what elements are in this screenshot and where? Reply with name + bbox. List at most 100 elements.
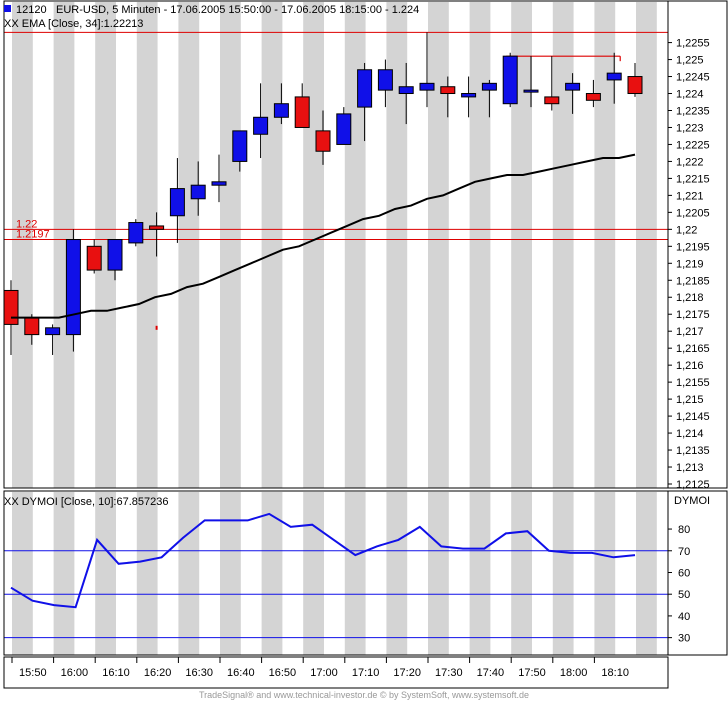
candle-body	[273, 103, 289, 118]
x-tick-label: 17:50	[518, 667, 546, 679]
chart-title: EUR-USD, 5 Minuten - 17.06.2005 15:50:00…	[56, 4, 419, 16]
dymoi-axis-frame	[667, 490, 728, 656]
x-tick-label: 18:00	[560, 667, 588, 679]
time-band	[552, 492, 574, 655]
candle-body	[315, 130, 331, 152]
time-band	[469, 2, 491, 488]
candle-body	[128, 222, 144, 244]
time-band	[303, 2, 324, 488]
y-tick-label: 1,222	[676, 156, 704, 168]
y-tick-label: 1,214	[676, 428, 704, 440]
ema-label: XX EMA [Close, 34]:1.22213	[4, 18, 143, 30]
candle-body	[585, 93, 601, 101]
candle-body	[169, 188, 185, 217]
dymoi-y-tick-label: 80	[678, 524, 690, 536]
candle-body	[565, 82, 581, 91]
dymoi-line	[10, 512, 636, 609]
x-tick-label: 18:10	[601, 667, 629, 679]
y-tick-label: 1,217	[676, 326, 704, 338]
candle-body	[357, 69, 373, 108]
time-band	[386, 2, 408, 488]
time-band	[511, 492, 532, 655]
y-tick-label: 1,2245	[676, 72, 710, 84]
candle-body	[211, 181, 227, 186]
time-band	[428, 2, 449, 488]
price-axis-frame	[667, 0, 728, 489]
time-band	[220, 492, 241, 655]
y-tick-label: 1,219	[676, 258, 704, 270]
dymoi-y-tick-label: 30	[678, 633, 690, 645]
time-band	[178, 2, 200, 488]
x-tick-label: 17:40	[477, 667, 505, 679]
y-tick-label: 1,2255	[676, 38, 710, 50]
y-tick-label: 1,215	[676, 394, 704, 406]
time-band	[178, 492, 200, 655]
candle-body	[65, 239, 81, 336]
candle-body	[107, 239, 123, 271]
y-tick-label: 1,2195	[676, 241, 710, 253]
y-tick-label: 1,223	[676, 122, 704, 134]
x-tick-label: 16:10	[102, 667, 130, 679]
time-band	[220, 2, 241, 488]
candle-body	[190, 184, 206, 200]
dymoi-axis-label: DYMOI	[674, 495, 710, 507]
y-tick-label: 1,2145	[676, 411, 710, 423]
y-tick-label: 1,2185	[676, 275, 710, 287]
time-band	[469, 492, 491, 655]
candle-body	[502, 55, 518, 105]
dymoi-y-tick-label: 50	[678, 589, 690, 601]
time-band	[53, 2, 75, 488]
time-band	[594, 492, 616, 655]
time-band	[428, 492, 449, 655]
price-panel	[3, 31, 668, 355]
candle-body	[86, 245, 102, 271]
labels: 1.221.2197 1,2255 1,225 1,2245 1,224 1,2235 1,…	[4, 4, 710, 700]
time-band	[136, 492, 158, 655]
time-band	[95, 492, 116, 655]
candle-body	[24, 317, 40, 336]
time-band	[636, 2, 657, 488]
time-band	[636, 492, 657, 655]
dymoi-title: XX DYMOI [Close, 10]:67.857236	[4, 496, 168, 508]
x-tick-label: 16:20	[144, 667, 172, 679]
x-tick-label: 16:50	[269, 667, 297, 679]
x-tick-label: 15:50	[19, 667, 47, 679]
y-tick-label: 1,22	[676, 224, 697, 236]
candle-body	[544, 96, 560, 105]
candle-body	[253, 116, 269, 135]
candle-body	[481, 82, 497, 91]
time-band	[303, 492, 324, 655]
candle-body	[336, 113, 352, 145]
marker	[155, 325, 158, 330]
time-band	[594, 2, 616, 488]
candle-body	[45, 327, 61, 336]
y-tick-label: 1,2225	[676, 139, 710, 151]
dymoi-panel	[4, 512, 668, 639]
level-label: 1.22	[16, 218, 37, 230]
level-label: 1.2197	[16, 229, 50, 241]
time-band	[344, 492, 366, 655]
time-band	[136, 2, 158, 488]
candle-body	[377, 69, 393, 91]
time-band	[386, 492, 408, 655]
time-band	[511, 2, 532, 488]
time-band	[12, 492, 33, 655]
symbol-icon	[4, 5, 11, 12]
ema-line	[11, 153, 636, 319]
symbol-id: 12120	[16, 4, 47, 16]
candle-body	[294, 96, 310, 128]
y-tick-label: 1,2155	[676, 377, 710, 389]
candle-body	[3, 289, 19, 325]
candle-body	[461, 93, 477, 98]
y-tick-label: 1,2125	[676, 479, 710, 491]
candle-body	[627, 76, 643, 95]
x-tick-label: 17:30	[435, 667, 463, 679]
y-tick-label: 1,2235	[676, 105, 710, 117]
dymoi-y-tick-label: 60	[678, 567, 690, 579]
axes	[3, 0, 728, 689]
x-tick-label: 17:10	[352, 667, 380, 679]
time-band	[12, 2, 33, 488]
candle-body	[232, 130, 248, 162]
x-tick-label: 17:00	[310, 667, 338, 679]
